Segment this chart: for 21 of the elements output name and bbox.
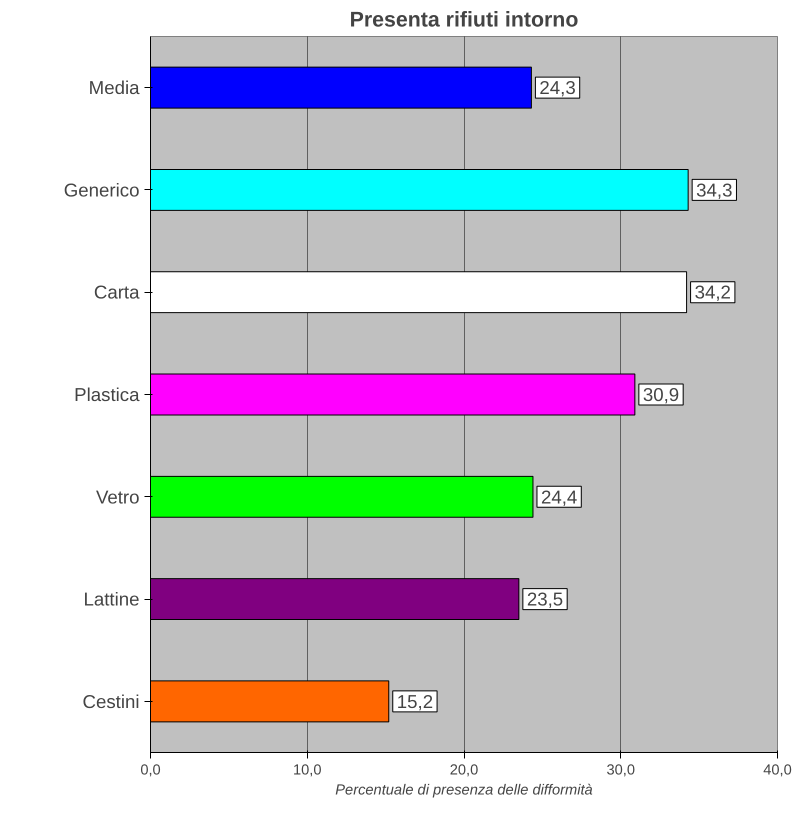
y-tick-label: Carta <box>94 282 140 303</box>
chart-title: Presenta rifiuti intorno <box>350 8 578 32</box>
y-tick-label: Plastica <box>74 384 140 405</box>
x-tick-label: 0,0 <box>140 762 161 778</box>
data-label: 24,4 <box>540 486 578 508</box>
data-label: 15,2 <box>396 690 434 712</box>
x-tick-label: 10,0 <box>292 762 322 778</box>
y-tick-label: Vetro <box>96 486 140 508</box>
data-label: 34,2 <box>694 282 731 303</box>
x-tick-label: 20,0 <box>450 762 478 778</box>
data-label: 34,3 <box>696 179 732 200</box>
data-label: 24,3 <box>539 77 576 98</box>
y-tick-label: Cestini <box>82 690 140 712</box>
x-tick-label: 40,0 <box>763 762 792 778</box>
data-label: 30,9 <box>642 384 680 405</box>
x-axis-title: Percentuale di presenza delle difformità <box>335 782 593 798</box>
data-label: 23,5 <box>526 588 564 610</box>
y-tick-label: Generico <box>64 179 140 200</box>
y-tick-label: Media <box>88 77 140 98</box>
y-tick-label: Lattine <box>83 588 140 610</box>
x-tick-label: 30,0 <box>606 762 636 778</box>
